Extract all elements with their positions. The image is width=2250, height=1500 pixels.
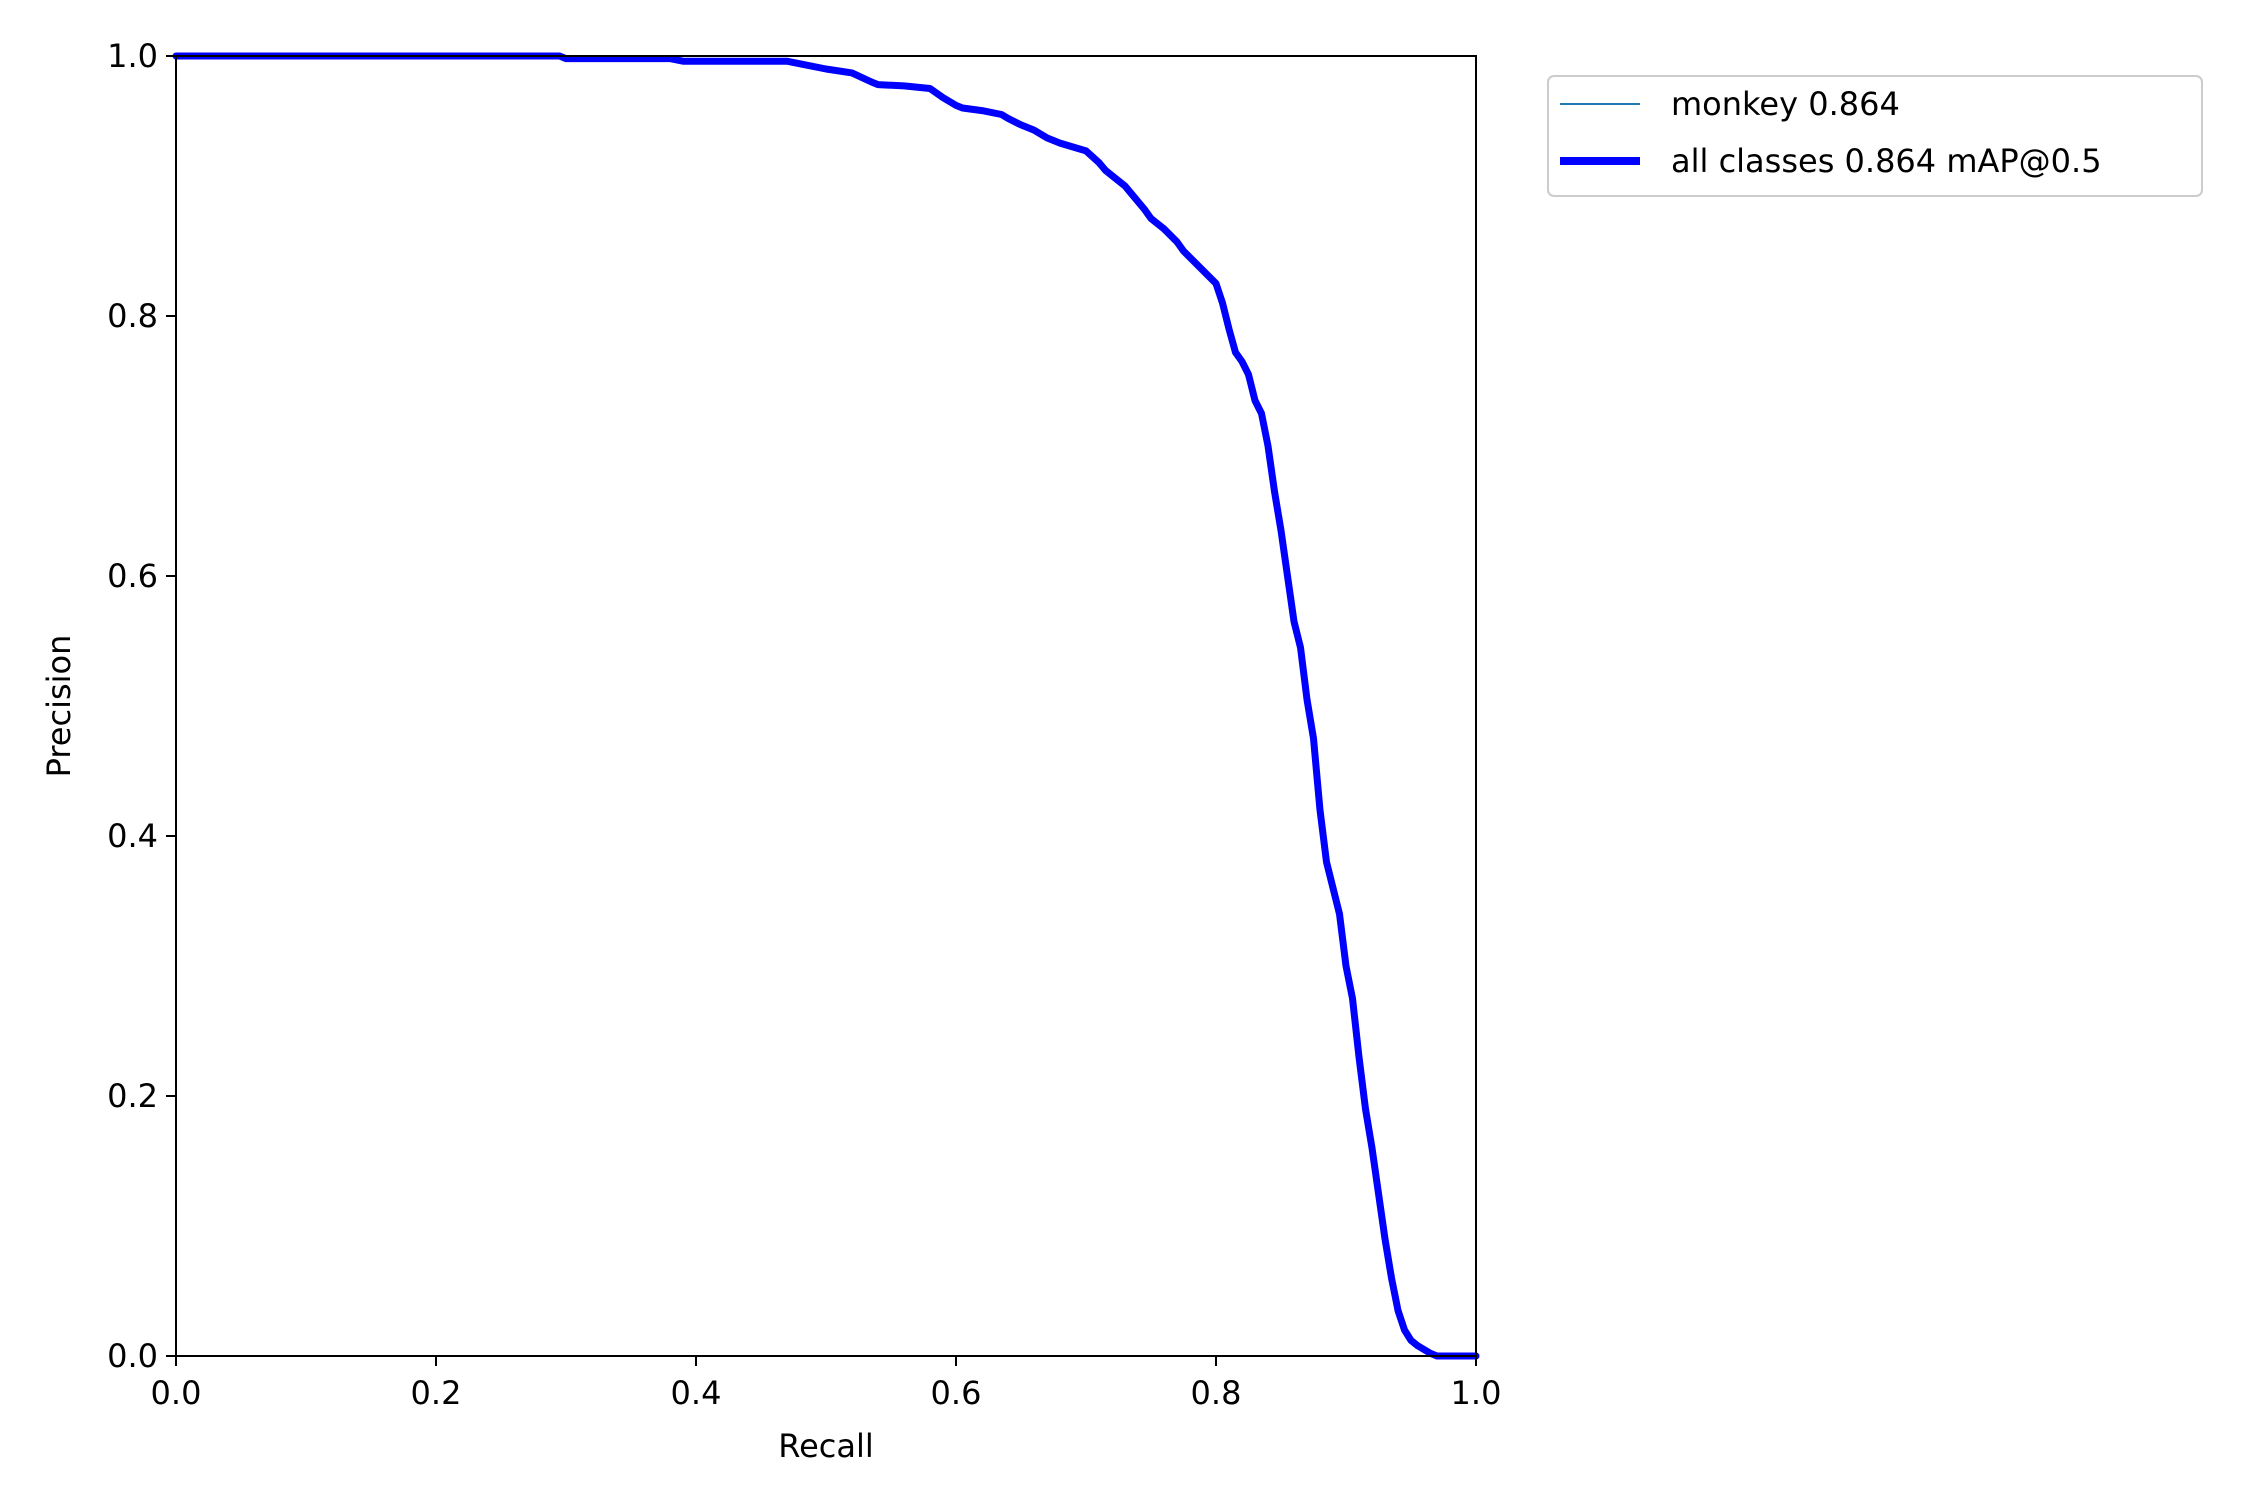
y-tick-label: 0.2 [107,1077,158,1115]
x-axis-label: Recall [778,1427,873,1465]
series-layer [172,52,1480,1360]
legend-frame [1547,75,2203,197]
y-tick-label: 0.4 [107,817,158,855]
y-tick-label: 0.8 [107,297,158,335]
x-tick-label: 0.8 [1191,1374,1242,1412]
legend: monkey 0.864 all classes 0.864 mAP@0.5 [1547,75,2203,197]
x-tick-label: 0.6 [931,1374,982,1412]
y-tick-label: 0.6 [107,557,158,595]
y-axis-label: Precision [40,635,78,778]
x-tick-label: 0.4 [671,1374,722,1412]
x-axis-ticks: 0.0 0.2 0.4 0.6 0.8 1.0 [151,1356,1502,1412]
y-axis-ticks: 0.0 0.2 0.4 0.6 0.8 1.0 [107,37,176,1375]
x-tick-label: 1.0 [1451,1374,1502,1412]
x-tick-label: 0.2 [411,1374,462,1412]
x-tick-label: 0.0 [151,1374,202,1412]
legend-label-monkey: monkey 0.864 [1671,85,1900,123]
y-tick-label: 1.0 [107,37,158,75]
axes-frame [175,55,1477,1357]
legend-label-all-classes: all classes 0.864 mAP@0.5 [1671,142,2102,180]
series-line-all-classes [172,52,1480,1360]
plot-area [172,52,1480,1360]
y-tick-label: 0.0 [107,1337,158,1375]
